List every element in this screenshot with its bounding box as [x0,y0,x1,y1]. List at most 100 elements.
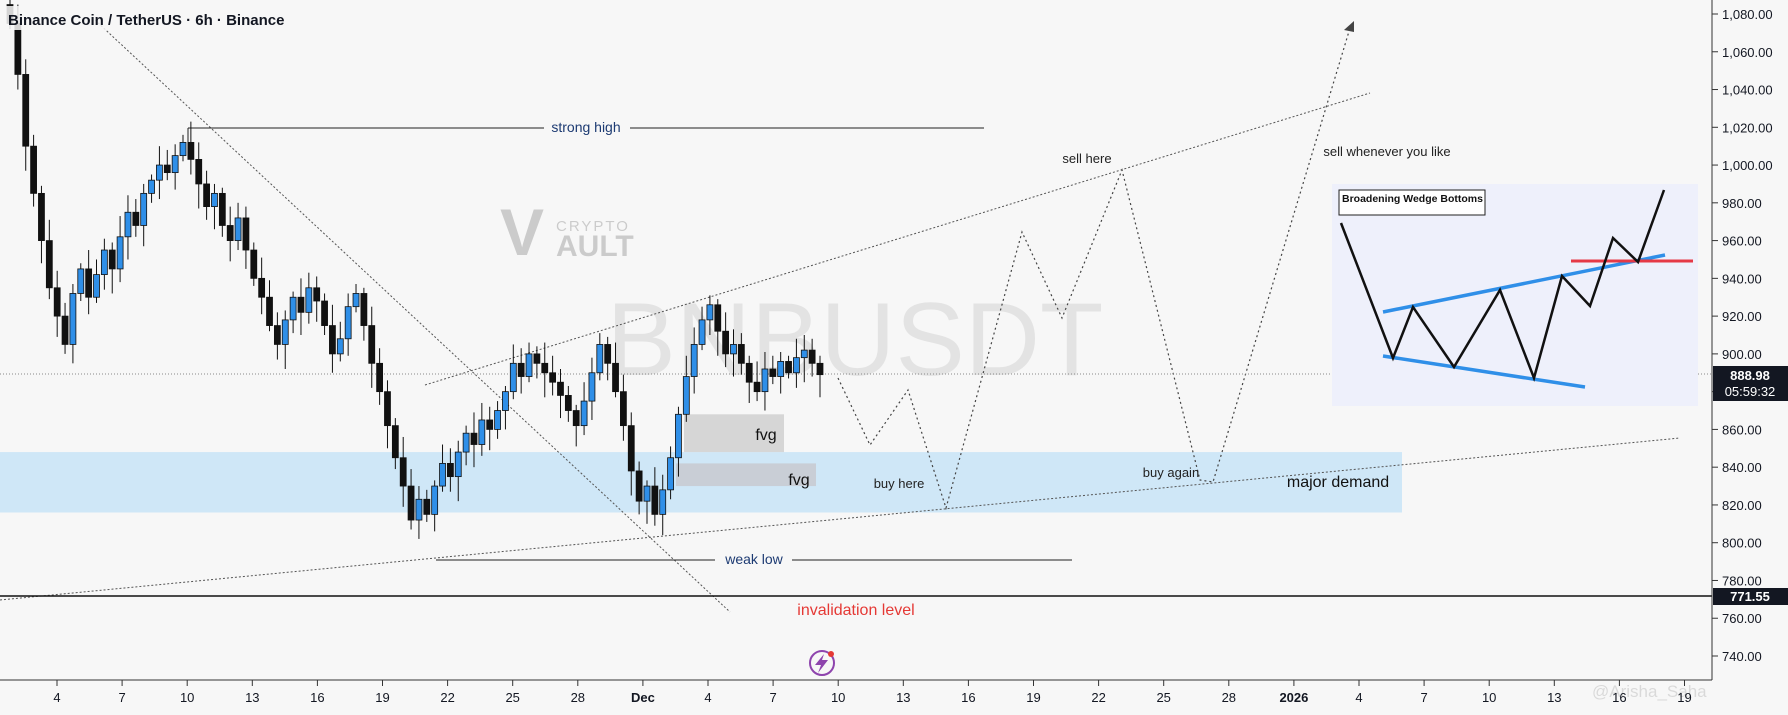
candle-body [737,344,745,364]
candle-body [297,296,305,313]
time-scale[interactable] [0,680,1712,715]
time-tick-label: 4 [704,690,711,705]
candle-body [627,425,635,472]
time-tick-label: 22 [440,690,454,705]
inset-price-path [1339,189,1666,382]
candle-body [793,357,800,374]
time-tick-label: 10 [831,690,845,705]
candle-body [431,485,439,515]
candle-body [517,362,525,377]
current-price-label: 888.98 [1730,368,1770,383]
time-tick-label: 19 [1677,690,1691,705]
price-tick-label: 940.00 [1722,271,1762,286]
candle-body [203,183,210,208]
fvg-upper-zone [684,414,784,453]
candle-body [415,498,423,521]
price-tick-label: 920.00 [1722,309,1762,324]
invalidation-price-badge[interactable] [1713,588,1788,605]
candle-body [478,419,486,445]
price-tick-label: 960.00 [1722,234,1762,249]
candle-body [148,179,155,194]
candle-body [698,319,706,345]
candle-body [77,268,85,294]
strong-high-label: strong high [551,119,620,135]
time-tick-label: 25 [1156,690,1170,705]
invalidation-price-label: 771.55 [1730,589,1770,604]
candle-body [596,344,604,374]
time-tick-label: 7 [1420,690,1427,705]
candle-body [163,164,171,174]
sell-here-label: sell here [1062,151,1111,166]
time-tick-label: 25 [505,690,519,705]
candle-body [549,372,557,383]
price-tick-label: 800.00 [1722,536,1762,551]
candle-body [281,319,289,345]
candle-body [785,361,792,374]
time-ticks: 4 7 10 13 16 19 22 25 28 Dec 4 7 10 13 16 19 22 25 28 2026 4… [53,680,1692,705]
candle-body [690,344,698,377]
time-tick-label: Dec [631,690,655,705]
candle-body [69,293,77,345]
candle-body [218,192,226,226]
candle-body [761,368,769,393]
candle-body [706,304,714,321]
author-credit: @Arisha_Saha [1592,682,1707,701]
candle-body [53,287,61,317]
time-tick-label: 13 [896,690,910,705]
price-tick-label: 1,040.00 [1722,83,1773,98]
candle-body [462,432,470,453]
upper-wedge-line[interactable] [424,92,1371,386]
candle-body [45,240,53,289]
major-demand-label: major demand [1287,474,1389,491]
candle-body [525,353,533,377]
current-price-badge[interactable] [1713,366,1788,401]
invalidation-label: invalidation level [797,602,914,619]
candle-body [486,419,494,430]
candle-body [266,296,273,326]
fvg-lower-label: fvg [788,472,809,489]
candle-body [85,268,93,298]
candle-body [588,372,596,402]
time-tick-label: 16 [961,690,975,705]
time-tick-label: 4 [53,690,60,705]
candle-body [769,368,777,377]
downtrend-line[interactable] [94,19,731,613]
candle-body [439,462,446,487]
candle-body [604,344,612,364]
candle-body [187,141,195,160]
time-tick-label: 16 [1612,690,1626,705]
candle-body [494,410,501,430]
candle-body [93,274,100,298]
candle-body [258,277,266,298]
candle-body [659,489,667,515]
candle-body [635,470,643,502]
candle-body [620,391,627,427]
buy-here-label: buy here [874,476,925,491]
candle-body [509,362,517,393]
candle-body [667,457,674,491]
candle-body [22,74,30,147]
symbol-watermark: BNBUSDT [607,282,1104,398]
projection-arrowhead [1344,21,1354,32]
inset-lower-line [1382,354,1586,389]
candle-body [391,425,399,459]
candle-body [313,287,321,302]
candle-body [753,381,761,393]
candle-body [722,330,730,355]
lightning-bolt-icon[interactable] [809,650,835,676]
lower-wedge-line[interactable] [0,437,1681,601]
sell-whenever-label: sell whenever you like [1323,144,1450,159]
price-tick-label: 1,060.00 [1722,45,1773,60]
candles-group [6,0,824,539]
candle-body [30,145,37,194]
price-ticks: 1,080.00 1,060.00 1,040.00 1,020.00 1,000.00… [1712,7,1773,664]
broadening-wedge-inset[interactable]: Broadening Wedge Bottoms [1332,184,1698,406]
candle-body [116,236,124,270]
weak-low-label: weak low [724,551,783,567]
logo-word-bottom: AULT [556,230,634,263]
candle-body [273,325,281,345]
candle-body [179,141,187,157]
buy-again-label: buy again [1143,465,1199,480]
countdown-label: 05:59:32 [1725,384,1776,399]
